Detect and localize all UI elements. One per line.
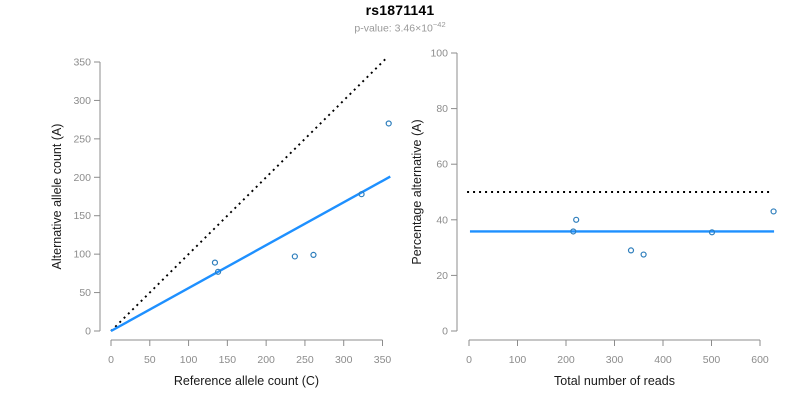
x-tick-label: 150 — [219, 354, 237, 366]
y-tick-label: 60 — [436, 159, 448, 171]
data-point — [385, 120, 392, 127]
data-point — [708, 229, 716, 236]
p-value-base: p-value: 3.46×10 — [354, 22, 433, 35]
x-tick-label: 100 — [180, 354, 198, 366]
y-tick-label: 0 — [85, 326, 91, 338]
y-tick-label: 350 — [73, 57, 91, 69]
data-point — [310, 251, 317, 259]
data-point — [573, 216, 580, 223]
x-tick-label: 300 — [335, 354, 353, 366]
x-axis-title: Total number of reads — [554, 374, 675, 388]
y-tick-label: 40 — [436, 214, 448, 226]
y-tick-label: 150 — [73, 210, 91, 222]
x-tick-label: 350 — [374, 354, 392, 366]
y-axis-title: Alternative allele count (A) — [50, 124, 64, 270]
p-value-text: p-value: 3.46×10−42 — [0, 20, 800, 35]
y-tick-label: 0 — [442, 326, 448, 338]
y-tick-label: 300 — [73, 95, 91, 107]
data-point — [214, 268, 222, 275]
data-point — [358, 191, 365, 198]
data-point — [291, 253, 298, 260]
data-point — [627, 247, 635, 254]
p-value-exponent: −42 — [432, 20, 446, 29]
data-point — [211, 259, 219, 266]
y-axis-title: Percentage alternative (A) — [410, 119, 424, 264]
x-tick-label: 500 — [703, 354, 721, 366]
x-tick-label: 0 — [108, 354, 114, 366]
y-tick-label: 80 — [436, 103, 448, 115]
x-tick-label: 50 — [144, 354, 156, 366]
y-tick-label: 250 — [73, 133, 91, 145]
data-point — [640, 251, 647, 258]
y-tick-label: 20 — [436, 270, 448, 282]
y-tick-label: 200 — [73, 172, 91, 184]
x-tick-label: 250 — [296, 354, 314, 366]
observed-proportion-line — [110, 175, 391, 333]
expected-50pct-identity-line — [110, 55, 389, 332]
data-point — [570, 228, 577, 235]
data-point — [770, 208, 777, 215]
x-axis-title: Reference allele count (C) — [174, 374, 319, 388]
y-tick-label: 50 — [79, 287, 91, 299]
y-tick-label: 100 — [73, 249, 91, 261]
x-tick-label: 200 — [557, 354, 575, 366]
x-tick-label: 600 — [751, 354, 769, 366]
y-tick-label: 100 — [430, 48, 448, 60]
x-tick-label: 400 — [654, 354, 672, 366]
x-tick-label: 200 — [257, 354, 275, 366]
snp-title: rs1871141 — [365, 2, 435, 18]
x-tick-label: 100 — [509, 354, 527, 366]
x-tick-label: 300 — [606, 354, 624, 366]
x-tick-label: 0 — [466, 354, 472, 366]
